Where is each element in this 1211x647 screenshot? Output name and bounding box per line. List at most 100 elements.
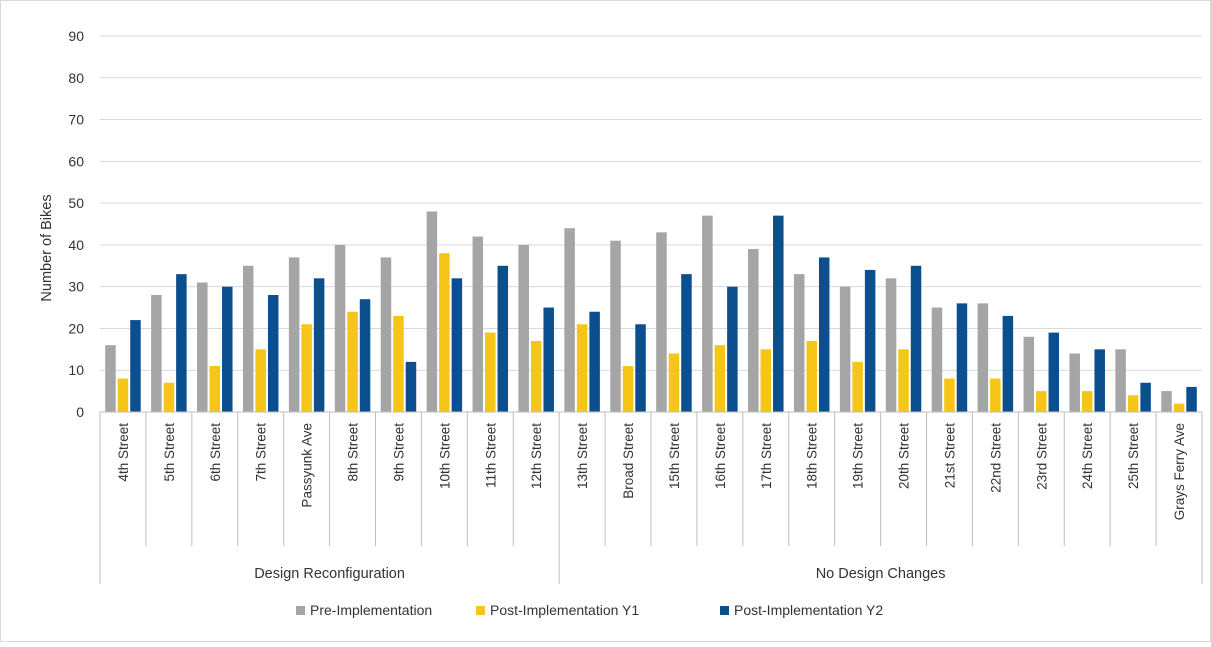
x-tick-label: 10th Street	[437, 423, 452, 489]
bar-post-implementation-y2-6	[405, 361, 417, 412]
bar-post-implementation-y2-7	[451, 278, 463, 412]
x-tick-label: 20th Street	[897, 423, 912, 489]
bar-post-implementation-y2-18	[956, 303, 968, 412]
bar-post-implementation-y2-5	[359, 299, 371, 412]
bar-post-implementation-y2-10	[589, 311, 600, 412]
bar-post-implementation-y1-19	[990, 378, 1001, 412]
x-tick-label: Grays Ferry Ave	[1172, 423, 1187, 520]
legend-label: Post-Implementation Y1	[490, 602, 639, 618]
bar-pre-implementation-22	[1115, 349, 1126, 412]
bar-pre-implementation-23	[1161, 391, 1172, 412]
legend-swatch	[476, 606, 485, 615]
bar-post-implementation-y1-16	[852, 361, 863, 412]
x-tick-label: Broad Street	[621, 423, 636, 499]
bar-post-implementation-y2-17	[910, 265, 922, 412]
x-tick-label: 12th Street	[529, 423, 544, 489]
y-axis-title: Number of Bikes	[39, 194, 55, 301]
y-tick-label: 20	[68, 320, 84, 336]
bar-post-implementation-y2-3	[267, 295, 279, 412]
bar-pre-implementation-14	[748, 249, 759, 412]
bar-post-implementation-y2-13	[727, 286, 738, 412]
x-tick-label: 17th Street	[759, 423, 774, 489]
legend-label: Post-Implementation Y2	[734, 602, 883, 618]
x-tick-label: 18th Street	[805, 423, 820, 489]
x-tick-label: 15th Street	[667, 423, 682, 489]
bar-pre-implementation-12	[656, 232, 667, 412]
axes: 0 10 20 30 40 50 60 70 80 90	[68, 28, 1203, 584]
gridlines	[100, 35, 1202, 371]
bar-pre-implementation-4	[288, 257, 300, 412]
bar-post-implementation-y1-13	[714, 345, 726, 412]
bar-post-implementation-y2-23	[1186, 386, 1197, 412]
bar-post-implementation-y1-7	[439, 253, 450, 412]
bar-pre-implementation-8	[472, 236, 484, 412]
bar-post-implementation-y2-11	[635, 324, 646, 412]
x-tick-label: 25th Street	[1126, 423, 1141, 489]
bar-post-implementation-y1-22	[1127, 395, 1139, 412]
bar-pre-implementation-21	[1069, 353, 1080, 412]
bar-post-implementation-y2-22	[1140, 382, 1151, 412]
x-tick-label: 6th Street	[208, 423, 223, 482]
bar-post-implementation-y1-9	[530, 340, 542, 412]
y-tick-label: 70	[68, 112, 84, 128]
group-label: No Design Changes	[816, 566, 946, 582]
x-tick-label: 23rd Street	[1034, 423, 1049, 490]
bar-post-implementation-y1-23	[1173, 403, 1185, 412]
category-labels: 4th Street 5th Street 6th Street 7th Street…	[116, 423, 1187, 582]
bar-post-implementation-y2-4	[313, 278, 325, 412]
bar-post-implementation-y2-1	[176, 274, 187, 412]
bar-post-implementation-y2-20	[1048, 332, 1060, 412]
bar-post-implementation-y2-2	[222, 286, 233, 412]
bar-pre-implementation-10	[564, 228, 575, 412]
legend: Pre-Implementation Post-Implementation Y1…	[296, 602, 883, 618]
bar-post-implementation-y2-15	[818, 257, 830, 412]
x-tick-label: 11th Street	[483, 423, 498, 488]
y-tick-label: 30	[68, 279, 84, 295]
bar-pre-implementation-16	[839, 286, 851, 412]
bar-post-implementation-y1-8	[485, 332, 496, 412]
bar-pre-implementation-18	[931, 307, 943, 412]
y-tick-label: 90	[68, 28, 84, 44]
x-tick-label: 4th Street	[116, 423, 131, 482]
bar-pre-implementation-2	[197, 282, 208, 412]
bar-post-implementation-y1-14	[760, 349, 772, 412]
x-tick-label: 8th Street	[346, 423, 361, 482]
x-tick-label: 19th Street	[851, 423, 866, 489]
bar-post-implementation-y1-17	[898, 349, 909, 412]
bar-post-implementation-y2-16	[864, 269, 876, 412]
bar-post-implementation-y2-19	[1002, 315, 1014, 412]
bar-post-implementation-y2-21	[1094, 349, 1105, 412]
y-tick-label: 50	[68, 195, 84, 211]
x-tick-label: Passyunk Ave	[300, 423, 315, 508]
x-tick-label: 24th Street	[1080, 423, 1095, 489]
bar-pre-implementation-19	[977, 303, 989, 412]
bar-pre-implementation-15	[793, 274, 805, 412]
bar-pre-implementation-20	[1023, 336, 1035, 412]
bar-post-implementation-y1-0	[117, 378, 129, 412]
bar-pre-implementation-6	[380, 257, 392, 412]
y-tick-label: 60	[68, 153, 84, 169]
legend-label: Pre-Implementation	[310, 602, 432, 618]
bar-post-implementation-y1-10	[576, 324, 588, 412]
bar-post-implementation-y1-6	[393, 315, 404, 412]
bar-post-implementation-y1-3	[255, 349, 266, 412]
bar-pre-implementation-7	[426, 211, 438, 412]
x-tick-label: 7th Street	[254, 423, 269, 482]
y-tick-label: 10	[68, 362, 84, 378]
bar-pre-implementation-9	[518, 244, 529, 412]
x-tick-label: 13th Street	[575, 423, 590, 489]
x-tick-label: 16th Street	[713, 423, 728, 489]
bar-pre-implementation-13	[702, 215, 713, 412]
bar-post-implementation-y1-1	[163, 382, 175, 412]
bar-post-implementation-y1-4	[301, 324, 312, 412]
y-tick-label: 40	[68, 237, 84, 253]
bar-pre-implementation-0	[105, 345, 116, 412]
x-tick-label: 21st Street	[942, 423, 957, 489]
bar-post-implementation-y2-12	[681, 274, 692, 412]
bar-post-implementation-y1-21	[1081, 391, 1093, 412]
bar-post-implementation-y1-2	[209, 366, 221, 412]
bar-post-implementation-y2-0	[130, 320, 141, 412]
x-tick-label: 5th Street	[162, 423, 177, 482]
